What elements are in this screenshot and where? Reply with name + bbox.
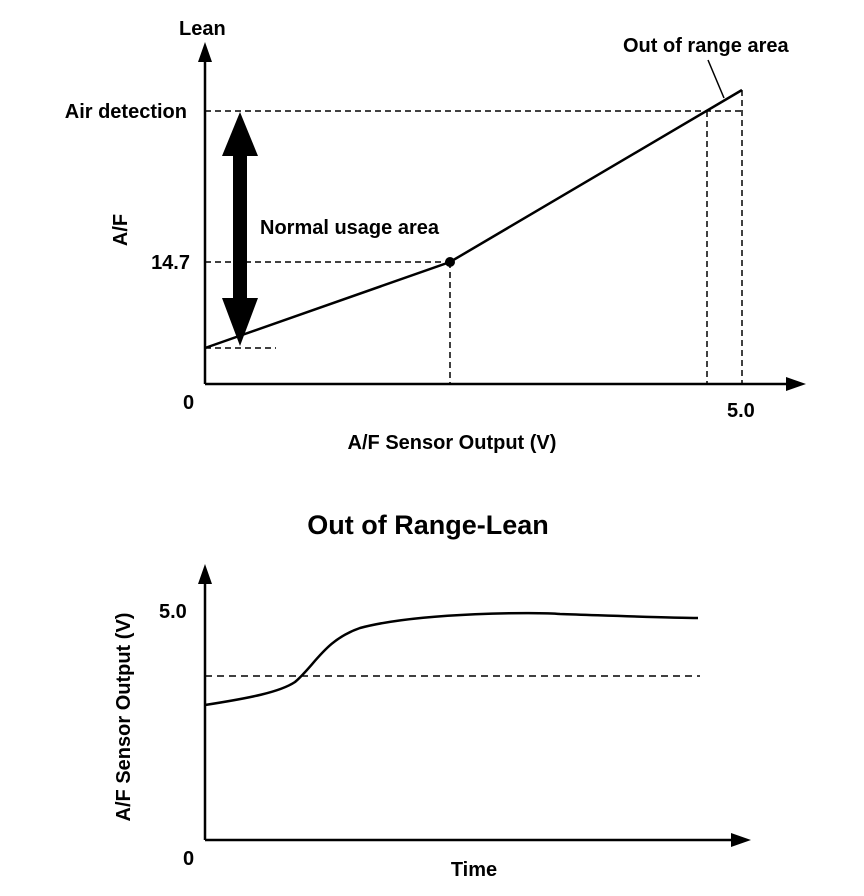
out-of-range-leader-line <box>707 59 725 99</box>
normal-usage-label: Normal usage area <box>260 217 440 239</box>
top-x-axis-label: A/F Sensor Output (V) <box>348 432 557 454</box>
top-x-tick-5-label: 5.0 <box>727 400 755 422</box>
bottom-x-axis-arrow <box>731 833 751 847</box>
bottom-y-axis-arrow <box>198 564 212 584</box>
bottom-y-axis-label: A/F Sensor Output (V) <box>113 613 135 822</box>
top-x-axis-arrow <box>786 377 806 391</box>
stoichiometric-point <box>445 257 455 267</box>
top-y-axis-arrow <box>198 42 212 62</box>
bottom-origin-label: 0 <box>183 848 194 870</box>
af-14-7-label: 14.7 <box>151 252 190 274</box>
bottom-chart: Out of Range-Lean 5.0 A/F Sensor Output … <box>113 510 751 881</box>
sensor-output-curve <box>204 611 699 707</box>
top-origin-label: 0 <box>183 392 194 414</box>
af-axis-label: A/F <box>110 214 132 246</box>
top-chart: Lean Air detection A/F 14.7 Normal usage… <box>65 18 806 454</box>
bottom-x-axis-label: Time <box>451 859 497 881</box>
bottom-chart-title: Out of Range-Lean <box>307 510 549 540</box>
air-detection-label: Air detection <box>65 101 187 123</box>
lean-label: Lean <box>179 18 226 40</box>
out-of-range-label: Out of range area <box>623 35 789 57</box>
normal-usage-double-arrow <box>222 112 258 346</box>
bottom-y-tick-5-label: 5.0 <box>159 601 187 623</box>
